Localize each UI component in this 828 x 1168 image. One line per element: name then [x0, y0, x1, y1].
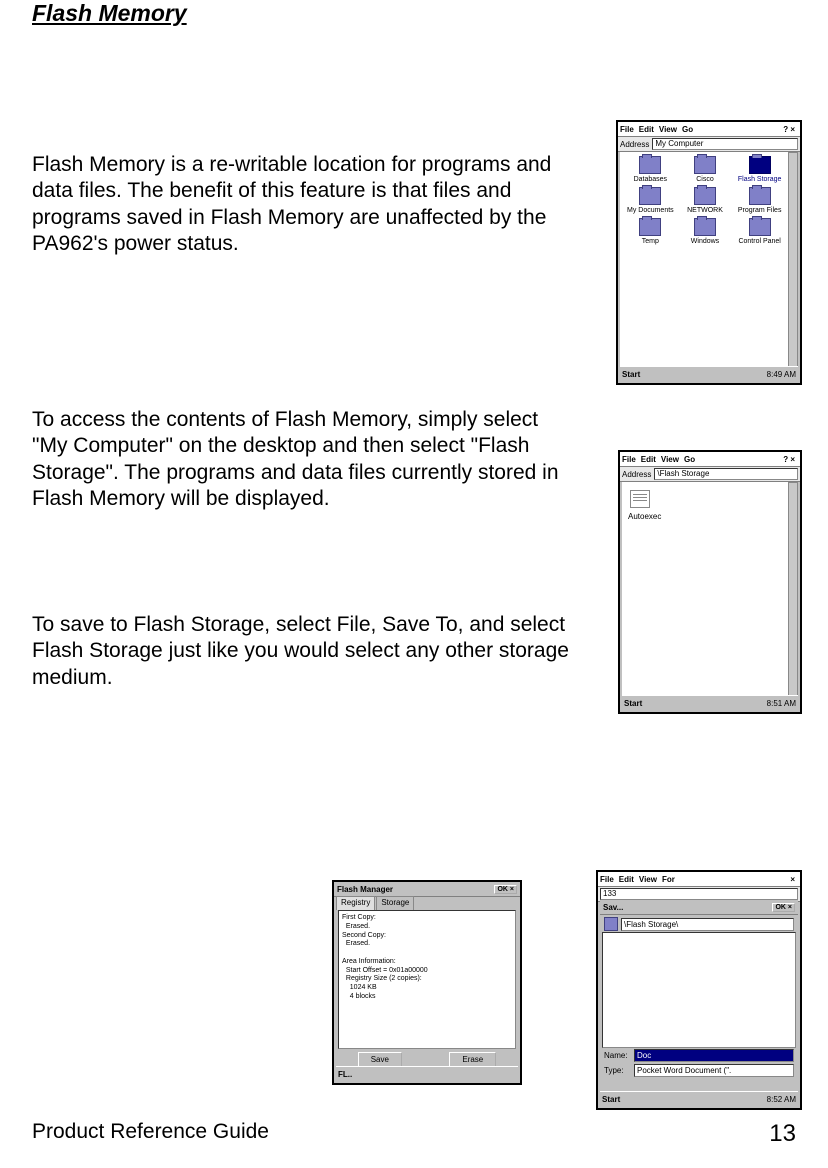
- menu-go: Go: [682, 125, 693, 134]
- folder-icon: [604, 917, 618, 931]
- file-list-pane: [602, 932, 796, 1048]
- menu-edit: Edit: [641, 455, 656, 464]
- menu-help-close: ? ×: [783, 125, 795, 134]
- folder-control-panel: Control Panel: [733, 218, 786, 245]
- close-icon: ×: [790, 875, 795, 884]
- name-label: Name:: [604, 1051, 634, 1060]
- path-field: \Flash Storage\: [621, 918, 794, 931]
- address-label: Address: [620, 140, 649, 149]
- folder-program-files: Program Files: [733, 187, 786, 214]
- taskbar: FL..: [336, 1066, 518, 1081]
- tabstrip: Registry Storage: [336, 896, 518, 910]
- type-label: Type:: [604, 1066, 634, 1075]
- name-field: Doc: [634, 1049, 794, 1062]
- file-icon: [630, 490, 650, 508]
- folder-network: NETWORK: [679, 187, 732, 214]
- folder-databases: Databases: [624, 156, 677, 183]
- ok-button: OK ×: [772, 903, 795, 912]
- menubar: File Edit View Go ? ×: [618, 122, 800, 137]
- paragraph-3: To save to Flash Storage, select File, S…: [32, 612, 572, 691]
- file-autoexec: Autoexec: [626, 512, 661, 521]
- menu-go: Go: [684, 455, 695, 464]
- start-button: Start: [602, 1095, 620, 1104]
- menu-help-close: ? ×: [783, 455, 795, 464]
- folder-my-documents: My Documents: [624, 187, 677, 214]
- menu-edit: Edit: [639, 125, 654, 134]
- button-row: Save Erase: [334, 1052, 520, 1067]
- menu-edit: Edit: [619, 875, 634, 884]
- menu-file: File: [622, 455, 636, 464]
- save-title: Sav...: [603, 903, 623, 912]
- menu-view: View: [659, 125, 677, 134]
- scrollbar: [788, 152, 798, 367]
- folder-cisco: Cisco: [679, 156, 732, 183]
- clock: 8:51 AM: [767, 699, 796, 708]
- address-bar: Address My Computer: [618, 137, 800, 152]
- dialog-title: Flash Manager: [337, 885, 393, 894]
- start-button: Start: [624, 699, 642, 708]
- folder-temp: Temp: [624, 218, 677, 245]
- address-field: \Flash Storage: [654, 468, 798, 480]
- taskbar: Start 8:51 AM: [622, 695, 798, 710]
- screenshot-flash-storage: File Edit View Go ? × Address \Flash Sto…: [618, 450, 802, 714]
- page-number: 13: [769, 1120, 796, 1148]
- tab-registry: Registry: [336, 896, 375, 910]
- address-bar: Address \Flash Storage: [620, 467, 800, 482]
- footer-left: Product Reference Guide: [32, 1120, 269, 1148]
- taskbar: Start 8:52 AM: [600, 1091, 798, 1106]
- folder-flash-storage: Flash Storage: [733, 156, 786, 183]
- type-field: Pocket Word Document (".: [634, 1064, 794, 1077]
- menu-file: File: [600, 875, 614, 884]
- page-title: Flash Memory: [32, 0, 796, 27]
- explorer-content: Autoexec: [622, 482, 790, 696]
- folder-windows: Windows: [679, 218, 732, 245]
- address-label: Address: [622, 470, 651, 479]
- menubar: File Edit View Go ? ×: [620, 452, 800, 467]
- scrollbar: [788, 482, 798, 696]
- menu-file: File: [620, 125, 634, 134]
- tab-storage: Storage: [376, 896, 414, 910]
- taskbar-item: FL..: [338, 1070, 352, 1079]
- save-button: Save: [358, 1052, 402, 1067]
- address-field: My Computer: [652, 138, 798, 150]
- ok-button: OK ×: [494, 885, 517, 894]
- save-titlebar: Sav... OK ×: [600, 900, 798, 915]
- clock: 8:52 AM: [767, 1095, 796, 1104]
- start-button: Start: [622, 370, 640, 379]
- screenshot-save-dialog: File Edit View For × 133 Sav... OK × \Fl…: [596, 870, 802, 1110]
- screenshot-flash-manager: Flash Manager OK × Registry Storage Firs…: [332, 880, 522, 1085]
- menubar: File Edit View For ×: [598, 872, 800, 887]
- dialog-titlebar: Flash Manager OK ×: [334, 882, 520, 897]
- clock: 8:49 AM: [767, 370, 796, 379]
- paragraph-2: To access the contents of Flash Memory, …: [32, 407, 572, 512]
- page-footer: Product Reference Guide 13: [32, 1120, 796, 1148]
- menu-view: View: [661, 455, 679, 464]
- info-panel: First Copy: Erased. Second Copy: Erased.…: [338, 910, 516, 1049]
- paragraph-1: Flash Memory is a re-writable location f…: [32, 152, 572, 257]
- erase-button: Erase: [449, 1052, 496, 1067]
- menu-for: For: [662, 875, 675, 884]
- menu-view: View: [639, 875, 657, 884]
- taskbar: Start 8:49 AM: [620, 366, 798, 381]
- explorer-content: Databases Cisco Flash Storage My Documen…: [620, 152, 790, 367]
- screenshot-my-computer: File Edit View Go ? × Address My Compute…: [616, 120, 802, 385]
- line2-field: 133: [600, 888, 798, 900]
